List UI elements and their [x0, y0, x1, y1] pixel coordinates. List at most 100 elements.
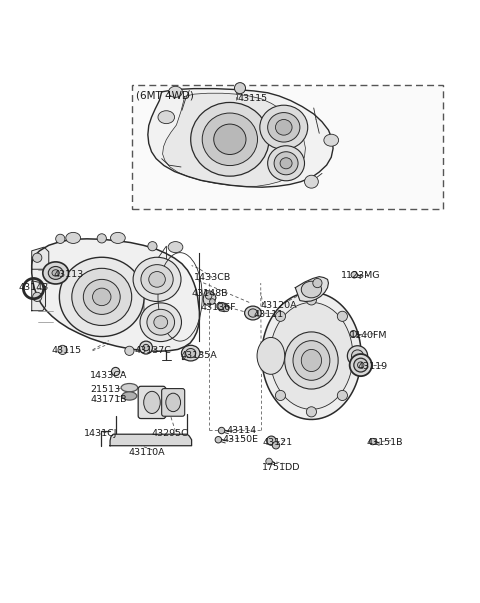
Ellipse shape	[168, 86, 182, 97]
Ellipse shape	[257, 338, 285, 374]
Circle shape	[272, 441, 280, 449]
Ellipse shape	[168, 242, 183, 253]
Ellipse shape	[285, 332, 338, 389]
Circle shape	[58, 346, 67, 355]
Ellipse shape	[351, 350, 363, 362]
Circle shape	[358, 362, 364, 368]
Ellipse shape	[324, 134, 338, 146]
Polygon shape	[148, 89, 333, 187]
Polygon shape	[32, 281, 46, 311]
Circle shape	[337, 311, 348, 321]
Text: (6MT 4WD): (6MT 4WD)	[136, 90, 194, 101]
Polygon shape	[163, 93, 305, 186]
Circle shape	[263, 351, 273, 361]
Ellipse shape	[268, 113, 300, 142]
Ellipse shape	[270, 303, 353, 409]
Ellipse shape	[214, 124, 246, 154]
Ellipse shape	[354, 358, 368, 372]
Ellipse shape	[60, 257, 144, 336]
Circle shape	[218, 303, 225, 310]
Ellipse shape	[149, 271, 165, 287]
Circle shape	[33, 292, 42, 302]
Ellipse shape	[248, 309, 257, 317]
Circle shape	[276, 390, 286, 400]
Text: 1433CB: 1433CB	[194, 273, 231, 282]
Ellipse shape	[147, 309, 175, 335]
Circle shape	[140, 341, 153, 354]
Polygon shape	[262, 292, 361, 420]
Circle shape	[234, 83, 246, 93]
Circle shape	[56, 234, 65, 244]
Circle shape	[267, 436, 276, 445]
Text: 43115: 43115	[51, 346, 81, 355]
Text: 43295C: 43295C	[152, 429, 188, 438]
Circle shape	[111, 367, 120, 376]
Ellipse shape	[141, 265, 173, 294]
Ellipse shape	[133, 257, 181, 302]
Circle shape	[205, 292, 212, 299]
Text: 43148B: 43148B	[192, 289, 228, 298]
Ellipse shape	[121, 384, 138, 392]
Ellipse shape	[348, 346, 368, 366]
Ellipse shape	[268, 146, 304, 181]
Text: 43136F: 43136F	[201, 303, 237, 312]
Ellipse shape	[122, 392, 137, 400]
Circle shape	[148, 242, 157, 251]
Ellipse shape	[304, 175, 318, 188]
Ellipse shape	[301, 281, 322, 298]
Ellipse shape	[202, 113, 257, 166]
Text: 43111: 43111	[254, 310, 284, 319]
Ellipse shape	[140, 303, 181, 341]
Ellipse shape	[276, 119, 292, 135]
Ellipse shape	[84, 279, 120, 314]
Polygon shape	[110, 434, 192, 446]
Circle shape	[276, 311, 286, 321]
Text: 1123MG: 1123MG	[341, 271, 381, 280]
Text: 1751DD: 1751DD	[262, 463, 300, 472]
Circle shape	[33, 253, 42, 262]
Ellipse shape	[280, 158, 292, 169]
Ellipse shape	[186, 349, 196, 358]
Ellipse shape	[166, 393, 180, 412]
Circle shape	[351, 271, 358, 278]
Circle shape	[97, 234, 107, 243]
Circle shape	[306, 295, 316, 305]
Ellipse shape	[43, 262, 69, 284]
Circle shape	[306, 407, 316, 417]
Circle shape	[350, 330, 357, 337]
Ellipse shape	[72, 268, 132, 326]
Ellipse shape	[293, 341, 330, 380]
Text: 43171B: 43171B	[90, 395, 127, 403]
Text: 43119: 43119	[358, 362, 388, 370]
Ellipse shape	[93, 288, 111, 306]
Polygon shape	[203, 291, 216, 305]
Text: 1140FM: 1140FM	[349, 330, 387, 339]
Text: 43135A: 43135A	[180, 351, 217, 360]
Text: 43151B: 43151B	[367, 438, 403, 447]
FancyBboxPatch shape	[138, 387, 166, 418]
FancyBboxPatch shape	[162, 388, 185, 416]
Bar	[132, 85, 443, 209]
Polygon shape	[295, 277, 328, 302]
Ellipse shape	[110, 232, 125, 244]
Text: 1433CA: 1433CA	[90, 371, 128, 380]
Text: 43114: 43114	[226, 426, 256, 435]
Ellipse shape	[260, 105, 308, 150]
Ellipse shape	[181, 346, 200, 361]
Text: 43115: 43115	[238, 94, 268, 103]
Circle shape	[210, 298, 215, 305]
Ellipse shape	[154, 316, 168, 329]
Circle shape	[215, 437, 222, 443]
Ellipse shape	[301, 349, 322, 371]
Text: 21513: 21513	[90, 385, 120, 394]
Ellipse shape	[191, 103, 269, 176]
Ellipse shape	[52, 270, 60, 276]
Ellipse shape	[245, 306, 261, 320]
Polygon shape	[217, 303, 229, 312]
Polygon shape	[32, 247, 49, 270]
Text: 43150E: 43150E	[223, 435, 259, 444]
Circle shape	[313, 279, 322, 288]
Circle shape	[143, 344, 149, 351]
Ellipse shape	[349, 354, 372, 376]
Circle shape	[337, 390, 348, 400]
